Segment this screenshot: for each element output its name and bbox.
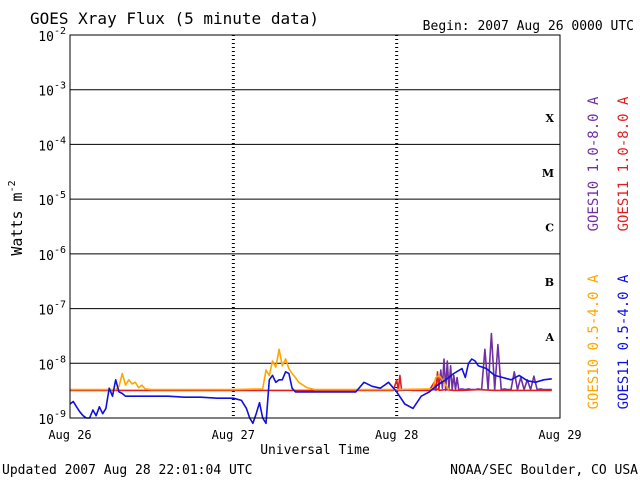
y-axis-label-exponent: -2: [7, 180, 18, 192]
axes-layer: [69, 34, 561, 419]
legend-entry: GOES11 1.0-8.0 A: [616, 96, 632, 231]
y-tick-exponent: -8: [54, 354, 66, 365]
flare-class-label: A: [544, 331, 554, 344]
y-tick-label: 10-7: [38, 300, 66, 319]
y-tick-label: 10-3: [38, 81, 66, 100]
legend-entry: GOES10 0.5-4.0 A: [586, 274, 602, 409]
y-tick-exponent: -4: [54, 135, 66, 146]
y-axis-label-group: Watts m-2: [7, 180, 26, 255]
x-axis-label: Universal Time: [260, 443, 370, 458]
y-tick-base: 10: [38, 139, 54, 154]
flare-class-label: C: [545, 222, 554, 235]
flare-class-label: M: [542, 167, 554, 180]
series-line: [70, 348, 450, 391]
series-line: [69, 358, 552, 425]
legend-label: GOES10 1.0-8.0 A: [586, 96, 602, 231]
credit-text: NOAA/SEC Boulder, CO USA: [450, 463, 638, 478]
y-tick-exponent: -2: [54, 26, 66, 37]
y-tick-base: 10: [38, 30, 54, 45]
legend-label: GOES10 0.5-4.0 A: [586, 274, 602, 409]
flare-class-label: X: [545, 112, 554, 125]
plot-frame: [69, 34, 561, 419]
updated-timestamp: Updated 2007 Aug 28 22:01:04 UTC: [2, 463, 252, 478]
y-tick-label: 10-9: [38, 409, 66, 428]
chart-title: GOES Xray Flux (5 minute data): [30, 9, 319, 28]
y-tick-label: 10-2: [38, 26, 66, 45]
x-tick-label: Aug 29: [538, 428, 581, 442]
y-tick-base: 10: [38, 194, 54, 209]
y-tick-exponent: -6: [54, 245, 66, 256]
legend-entry: GOES11 0.5-4.0 A: [616, 274, 632, 409]
svg-text:Watts m-2: Watts m-2: [7, 180, 26, 255]
y-tick-base: 10: [38, 249, 54, 264]
y-tick-exponent: -7: [54, 300, 66, 311]
y-axis-label: Watts m: [8, 192, 26, 255]
begin-label: Begin: 2007 Aug 26 0000 UTC: [423, 19, 634, 34]
x-tick-labels: Aug 26 Aug 27 Aug 28 Aug 29: [48, 428, 581, 442]
legend: GOES10 1.0-8.0 A GOES11 1.0-8.0 A GOES10 0…: [586, 96, 632, 409]
y-tick-exponent: -9: [54, 409, 66, 420]
y-tick-base: 10: [38, 413, 54, 428]
flare-class-label: B: [545, 276, 554, 289]
y-tick-exponent: -3: [54, 81, 66, 92]
y-tick-exponent: -5: [54, 190, 66, 201]
legend-entry: GOES10 1.0-8.0 A: [586, 96, 602, 231]
flare-class-labels: X M C B A: [542, 112, 555, 344]
y-tick-label: 10-6: [38, 245, 66, 264]
y-tick-labels: 10-210-310-410-510-610-710-810-9: [38, 26, 66, 428]
y-tick-label: 10-5: [38, 190, 66, 209]
legend-label: GOES11 0.5-4.0 A: [616, 274, 632, 409]
y-tick-base: 10: [38, 304, 54, 319]
y-tick-label: 10-8: [38, 354, 66, 373]
y-tick-base: 10: [38, 85, 54, 100]
x-tick-label: Aug 27: [212, 428, 255, 442]
x-tick-label: Aug 26: [48, 428, 91, 442]
legend-label: GOES11 1.0-8.0 A: [616, 96, 632, 231]
y-tick-label: 10-4: [38, 135, 66, 154]
series-layer: [69, 332, 552, 425]
x-tick-label: Aug 28: [375, 428, 418, 442]
y-tick-base: 10: [38, 358, 54, 373]
